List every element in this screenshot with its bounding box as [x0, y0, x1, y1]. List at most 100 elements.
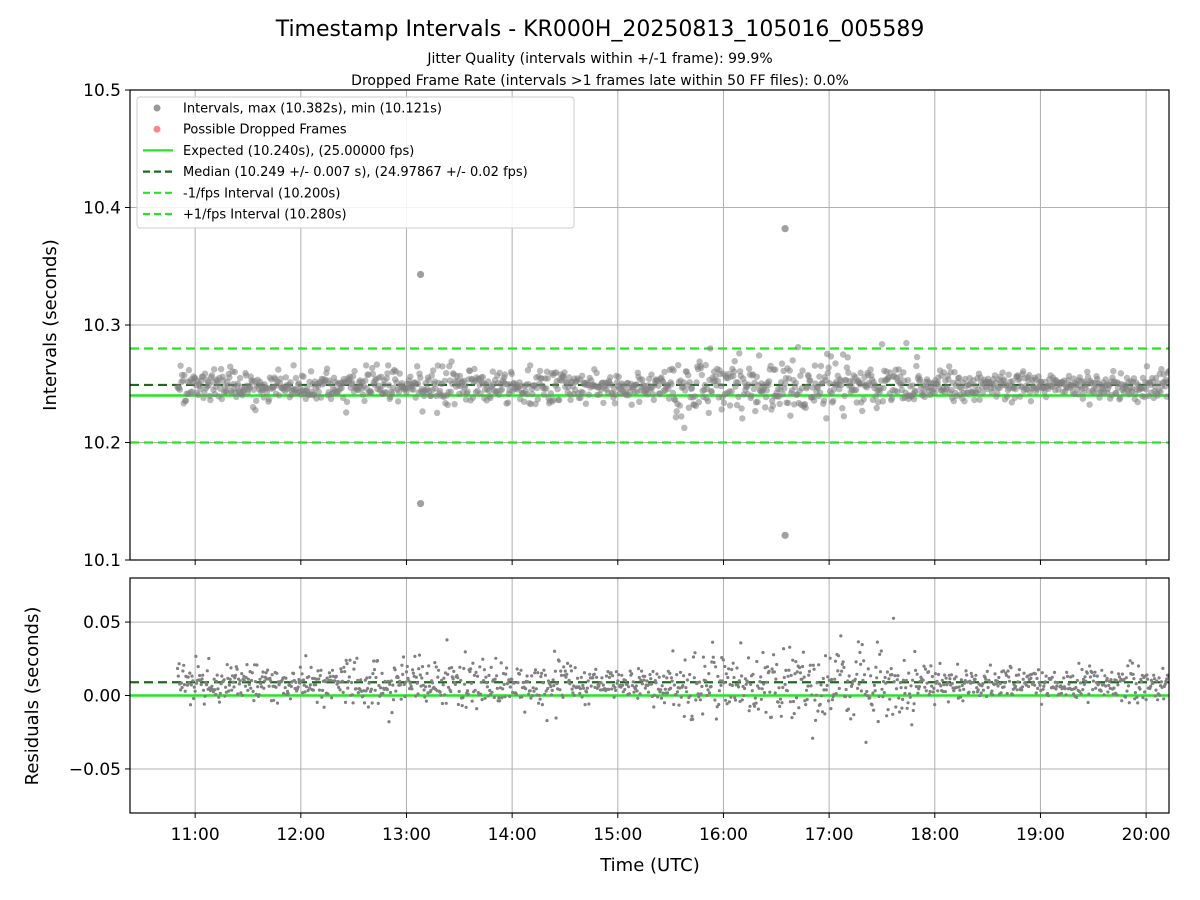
interval-point — [185, 366, 193, 374]
residual-point — [746, 680, 750, 684]
residual-point — [401, 655, 406, 659]
residual-point — [898, 681, 902, 685]
residual-point — [530, 694, 535, 698]
residual-point — [537, 701, 541, 705]
residual-point — [424, 685, 428, 689]
residual-point — [553, 649, 557, 653]
residual-point — [480, 698, 484, 702]
residual-point — [985, 694, 989, 699]
interval-point — [955, 374, 963, 381]
residual-point — [1116, 683, 1120, 687]
residual-point — [308, 683, 312, 687]
interval-point — [1113, 389, 1120, 397]
residual-point — [537, 693, 541, 697]
residual-point — [1010, 693, 1015, 697]
residual-point — [973, 677, 977, 681]
residual-point — [1040, 671, 1044, 675]
residual-point — [941, 689, 945, 694]
residual-point — [659, 688, 663, 692]
interval-point — [1117, 370, 1125, 377]
residual-point — [1035, 676, 1039, 681]
residual-point — [1146, 677, 1150, 681]
residual-point — [368, 675, 372, 680]
residual-point — [261, 670, 265, 674]
interval-point — [383, 375, 390, 382]
residual-point — [844, 687, 848, 692]
residual-point — [853, 677, 857, 681]
residual-point — [249, 686, 253, 690]
residual-point — [504, 666, 509, 670]
residual-point — [201, 688, 206, 692]
residual-point — [259, 681, 263, 686]
outlier-point-2 — [781, 225, 789, 233]
residual-point — [468, 669, 472, 674]
residual-point — [725, 702, 729, 706]
residual-point — [212, 677, 216, 681]
residual-point — [570, 687, 574, 691]
bottom-y-tick-label: 0.05 — [83, 613, 121, 633]
residual-point — [606, 670, 610, 674]
residual-point — [607, 675, 612, 680]
residual-point — [330, 668, 335, 672]
residual-point — [1133, 691, 1137, 695]
residual-point — [630, 684, 635, 688]
interval-point — [999, 369, 1006, 376]
residual-point — [635, 689, 639, 693]
residual-point — [194, 654, 198, 659]
residual-point — [580, 695, 584, 699]
residual-point — [495, 686, 499, 691]
residual-point — [311, 688, 315, 692]
interval-point — [857, 369, 864, 376]
residual-point — [443, 671, 447, 675]
residual-point — [443, 693, 447, 697]
residual-point — [1149, 684, 1153, 688]
residual-point — [359, 678, 363, 682]
interval-point — [913, 362, 920, 370]
residual-point — [565, 672, 569, 676]
interval-point — [373, 361, 380, 368]
residual-point — [499, 661, 503, 665]
residual-point — [759, 697, 764, 701]
interval-point — [688, 384, 696, 392]
legend-label-1: Possible Dropped Frames — [183, 123, 347, 138]
interval-point — [543, 385, 550, 392]
interval-point — [746, 365, 753, 372]
residual-point — [1152, 673, 1156, 677]
residual-point — [1023, 680, 1028, 685]
residual-point — [698, 698, 703, 702]
residual-point — [203, 694, 207, 698]
residual-point — [284, 676, 288, 680]
residual-point — [744, 682, 748, 686]
residual-point — [501, 687, 505, 691]
residual-point — [719, 683, 723, 688]
residual-point — [659, 696, 664, 700]
interval-point — [1011, 394, 1018, 401]
residual-point — [300, 672, 304, 676]
interval-point — [485, 378, 492, 385]
interval-point — [233, 393, 240, 401]
residual-point — [466, 689, 470, 693]
residual-point — [414, 675, 418, 679]
residual-point — [612, 695, 616, 699]
interval-point — [762, 404, 769, 411]
residual-point — [928, 689, 932, 694]
chart-subtitle-dropped: Dropped Frame Rate (intervals >1 frames … — [351, 73, 849, 89]
residual-point — [1130, 661, 1134, 665]
residual-point — [440, 678, 444, 683]
residual-point — [994, 682, 999, 686]
interval-point — [508, 370, 515, 378]
residual-point — [1085, 671, 1089, 675]
x-tick-label: 19:00 — [1016, 825, 1065, 845]
interval-point — [1134, 398, 1141, 406]
legend-marker-1 — [153, 125, 161, 133]
residual-point — [601, 683, 606, 687]
interval-point — [748, 392, 755, 399]
residual-point — [536, 671, 540, 675]
residual-point — [862, 659, 866, 663]
residual-point — [914, 668, 918, 673]
residual-point — [193, 689, 197, 693]
residual-point — [730, 667, 734, 672]
interval-point — [349, 373, 357, 380]
interval-point — [410, 386, 417, 393]
residual-point — [470, 699, 474, 703]
